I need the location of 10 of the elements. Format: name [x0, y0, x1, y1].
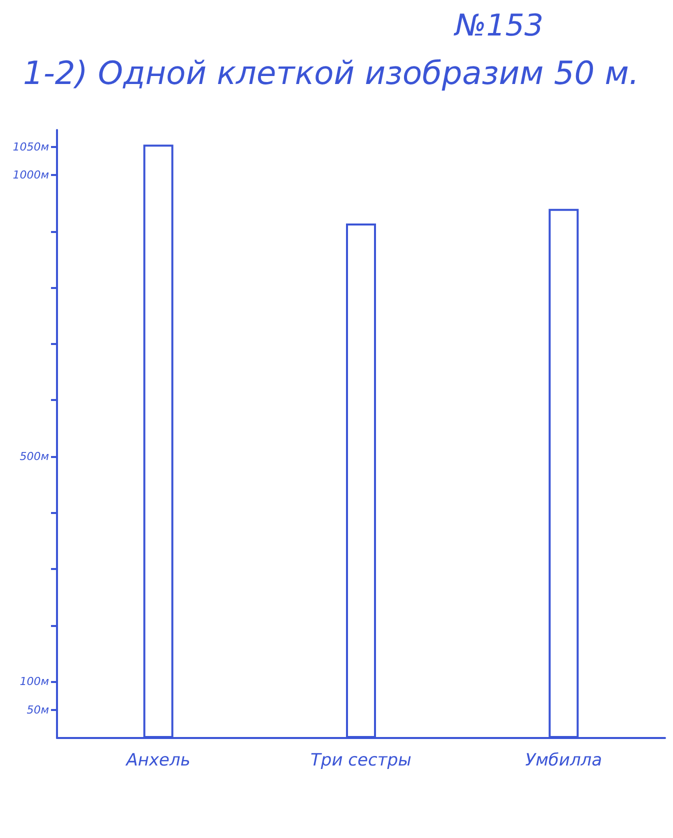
y-tick-label: 500м [20, 450, 49, 464]
x-tick-label: Три сестры [310, 750, 412, 770]
y-tick-label: 50м [26, 703, 49, 716]
y-tick-label: 1000м [12, 168, 49, 182]
y-tick-label: 1050м [12, 140, 49, 154]
x-tick-label: Умбилла [525, 750, 602, 770]
y-tick-label: 100м [20, 675, 49, 688]
x-tick-label: Анхель [125, 750, 190, 770]
chart-title: №153 [453, 8, 544, 44]
chart-subtitle: 1-2) Одной клеткой изобразим 50 м. [23, 54, 640, 92]
